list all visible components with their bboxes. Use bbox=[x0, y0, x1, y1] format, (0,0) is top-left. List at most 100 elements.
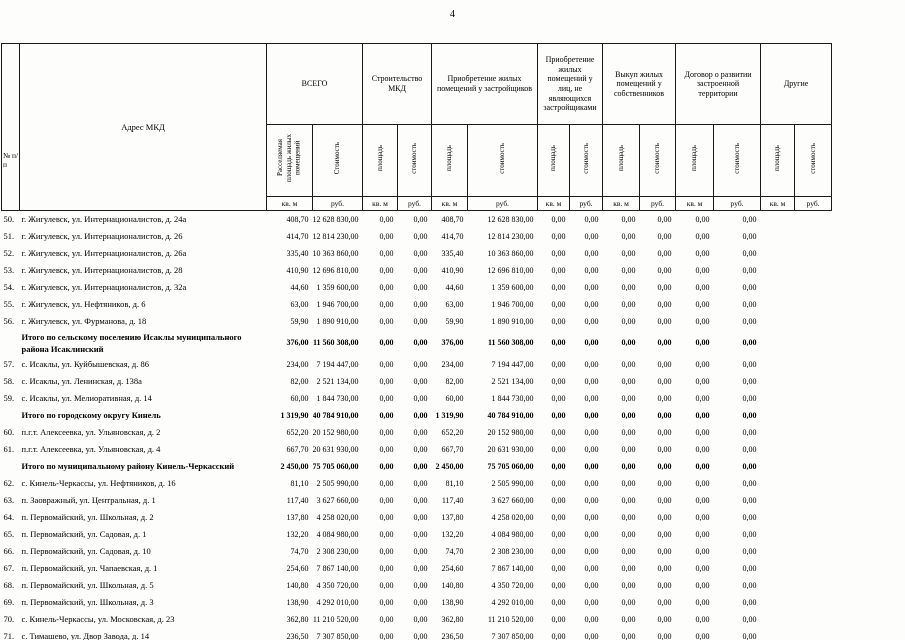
col-group-purchase-from-developers: Приобретение жилых помещений у застройщи… bbox=[431, 43, 539, 125]
cell-value: 0,00 bbox=[657, 338, 672, 347]
row-address: с. Исаклы, ул. Куйбышевская, д. 86 bbox=[21, 359, 149, 369]
cell-value: 140,80 bbox=[441, 581, 464, 590]
col-group-other: Другие bbox=[760, 43, 833, 125]
cell-value: 138,90 bbox=[286, 598, 309, 607]
row-number: 69. bbox=[3, 597, 15, 607]
unit-label: руб. bbox=[467, 196, 539, 211]
col-group-buyout-from-owners: Выкуп жилых помещений у собственников bbox=[602, 43, 677, 125]
cell-value: 0,00 bbox=[742, 249, 757, 258]
cell-value: 1 844 730,00 bbox=[491, 394, 534, 403]
cell-value: 0,00 bbox=[551, 360, 566, 369]
vertical-label: стоимость bbox=[581, 142, 590, 174]
cell-value: 0,00 bbox=[621, 581, 636, 590]
cell-value bbox=[795, 628, 832, 640]
cell-value: 1 890 910,00 bbox=[316, 317, 359, 326]
cell-value: 0,00 bbox=[695, 632, 710, 640]
row-number: 66. bbox=[3, 546, 15, 556]
cell-value: 362,80 bbox=[286, 615, 309, 624]
cell-value: 0,00 bbox=[742, 317, 757, 326]
col-subheader-cost: стоимость bbox=[713, 124, 762, 197]
page-number: 4 bbox=[450, 9, 455, 20]
cell-value: 0,00 bbox=[379, 266, 394, 275]
cell-value: 0,00 bbox=[621, 564, 636, 573]
col-subheader-cost: стоимость bbox=[639, 124, 677, 197]
cell-value: 7 194 447,00 bbox=[316, 360, 359, 369]
cell-value: 132,20 bbox=[441, 530, 464, 539]
cell-value: 0,00 bbox=[584, 513, 599, 522]
cell-value: 0,00 bbox=[695, 300, 710, 309]
vertical-label: стоимость bbox=[410, 142, 419, 174]
cell-value: 0,00 bbox=[413, 394, 428, 403]
cell-value: 20 152 980,00 bbox=[487, 428, 534, 437]
cell-value: 0,00 bbox=[413, 338, 428, 347]
cell-value: 20 631 930,00 bbox=[487, 445, 534, 454]
cell-value bbox=[795, 279, 832, 296]
cell-value: 0,00 bbox=[742, 266, 757, 275]
cell-value bbox=[761, 390, 795, 407]
cell-value: 60,00 bbox=[290, 394, 309, 403]
cell-value: 0,00 bbox=[413, 598, 428, 607]
cell-value: 59,90 bbox=[290, 317, 309, 326]
row-address: г. Жигулевск, ул. Интернационалистов, д.… bbox=[21, 282, 187, 292]
unit-label: руб. bbox=[794, 196, 833, 211]
cell-value bbox=[761, 577, 795, 594]
cell-value: 0,00 bbox=[657, 598, 672, 607]
cell-value: 0,00 bbox=[695, 377, 710, 386]
cell-value: 0,00 bbox=[379, 496, 394, 505]
cell-value: 0,00 bbox=[584, 615, 599, 624]
cell-value: 2 521 134,00 bbox=[316, 377, 359, 386]
vertical-label: стоимость bbox=[808, 142, 817, 174]
cell-value: 63,00 bbox=[290, 300, 309, 309]
cell-value: 0,00 bbox=[379, 215, 394, 224]
cell-value: 1 359 600,00 bbox=[316, 283, 359, 292]
cell-value: 234,00 bbox=[441, 360, 464, 369]
cell-value: 0,00 bbox=[695, 496, 710, 505]
row-number: 61. bbox=[3, 444, 15, 454]
cell-value: 0,00 bbox=[657, 547, 672, 556]
row-address: Итого по сельскому поселению Исаклы муни… bbox=[21, 332, 242, 354]
unit-label: кв. м bbox=[602, 196, 641, 211]
cell-value: 0,00 bbox=[657, 300, 672, 309]
cell-value: 0,00 bbox=[584, 598, 599, 607]
row-number: 53. bbox=[3, 265, 15, 275]
cell-value bbox=[761, 356, 795, 373]
cell-value bbox=[795, 407, 832, 424]
cell-value: 0,00 bbox=[551, 615, 566, 624]
cell-value: 0,00 bbox=[621, 249, 636, 258]
row-address: п. Первомайский, ул. Школьная, д. 2 bbox=[21, 512, 154, 522]
cell-value bbox=[761, 492, 795, 509]
cell-value: 0,00 bbox=[551, 496, 566, 505]
vertical-label: стоимость bbox=[653, 142, 662, 174]
cell-value: 2 505 990,00 bbox=[316, 479, 359, 488]
row-address: Итого по муниципальному району Кинель-Че… bbox=[21, 461, 235, 471]
row-number: 63. bbox=[3, 495, 15, 505]
cell-value: 0,00 bbox=[742, 479, 757, 488]
vertical-label: Стоимость bbox=[333, 141, 342, 175]
cell-value: 0,00 bbox=[621, 338, 636, 347]
cell-value bbox=[795, 356, 832, 373]
unit-label: кв. м bbox=[675, 196, 715, 211]
cell-value: 0,00 bbox=[657, 479, 672, 488]
cell-value: 362,80 bbox=[441, 615, 464, 624]
cell-value bbox=[761, 211, 795, 229]
cell-value bbox=[795, 296, 832, 313]
header-sub-row: Расселяемая площадь жилых помещений Стои… bbox=[2, 124, 833, 197]
cell-value bbox=[795, 313, 832, 330]
cell-value: 0,00 bbox=[742, 598, 757, 607]
cell-value: 0,00 bbox=[551, 479, 566, 488]
col-subheader-cost: Стоимость bbox=[311, 124, 364, 197]
cell-value: 12 814 230,00 bbox=[487, 232, 534, 241]
cell-value: 11 560 308,00 bbox=[312, 338, 359, 347]
vertical-label: площадь bbox=[549, 145, 558, 171]
row-address: с. Тимашево, ул. Двор Завода, д. 14 bbox=[21, 631, 150, 640]
cell-value: 0,00 bbox=[695, 249, 710, 258]
table-row: 54. г. Жигулевск, ул. Интернационалистов,… bbox=[2, 279, 832, 296]
cell-value bbox=[761, 245, 795, 262]
cell-value: 0,00 bbox=[413, 428, 428, 437]
unit-label: руб. bbox=[639, 196, 677, 211]
cell-value: 0,00 bbox=[551, 581, 566, 590]
cell-value: 2 308 230,00 bbox=[316, 547, 359, 556]
cell-value: 652,20 bbox=[441, 428, 464, 437]
cell-value: 236,50 bbox=[441, 632, 464, 640]
cell-value: 0,00 bbox=[657, 513, 672, 522]
